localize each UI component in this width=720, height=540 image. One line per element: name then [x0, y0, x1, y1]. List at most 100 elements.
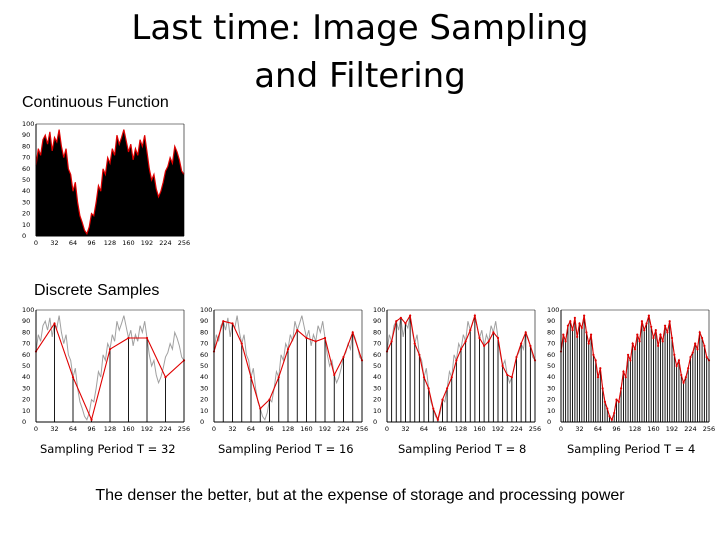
sample-point: [629, 359, 632, 362]
x-tick-label: 256: [178, 425, 190, 433]
sample-point: [589, 333, 593, 336]
sample-point: [696, 348, 699, 351]
sample-point: [455, 359, 458, 362]
y-tick-label: 60: [547, 351, 555, 359]
sample-point: [691, 351, 694, 354]
sample-point: [594, 359, 597, 362]
y-tick-label: 30: [22, 198, 30, 206]
y-tick-label: 60: [200, 351, 208, 359]
sample-point: [585, 331, 588, 334]
x-tick-label: 64: [69, 239, 77, 247]
sample-point: [689, 355, 692, 359]
x-tick-label: 192: [492, 425, 504, 433]
sample-point: [652, 336, 655, 340]
x-tick-label: 0: [34, 425, 38, 433]
sample-point: [323, 336, 327, 340]
sample-point: [661, 340, 664, 343]
sample-point: [603, 400, 607, 403]
x-tick-label: 160: [473, 425, 485, 433]
y-tick-label: 50: [547, 362, 555, 370]
y-tick-label: 10: [22, 221, 30, 229]
sample-point: [636, 333, 639, 336]
sample-point: [613, 411, 616, 415]
y-tick-label: 0: [200, 418, 204, 426]
y-tick-label: 70: [547, 340, 555, 348]
sample-point: [436, 418, 439, 421]
y-tick-label: 20: [547, 396, 555, 404]
sample-point: [680, 373, 683, 377]
sample-point: [638, 340, 641, 343]
sample-point: [626, 353, 630, 356]
y-tick-label: 10: [200, 407, 208, 415]
sample-point: [569, 320, 572, 323]
sample-point: [615, 398, 618, 401]
caption-t4: Sampling Period T = 4: [567, 442, 696, 456]
sample-point: [643, 329, 646, 332]
y-tick-label: 50: [200, 362, 208, 370]
y-tick-label: 30: [373, 384, 381, 392]
sample-point: [427, 387, 430, 390]
sample-point: [268, 398, 271, 401]
sample-point: [673, 353, 676, 356]
sample-point: [164, 376, 167, 379]
sample-point: [573, 316, 576, 319]
sample-point: [650, 325, 653, 328]
y-tick-label: 80: [22, 142, 30, 150]
y-tick-label: 90: [22, 317, 30, 325]
sample-point: [492, 331, 495, 334]
sample-point: [418, 353, 421, 356]
sample-point: [395, 320, 398, 323]
sample-point: [409, 314, 412, 317]
y-tick-label: 20: [22, 210, 30, 218]
sample-point: [587, 342, 590, 345]
sample-point: [404, 322, 407, 325]
sample-point: [694, 342, 697, 345]
sample-point: [617, 400, 620, 403]
sample-point: [464, 340, 467, 343]
y-tick-label: 90: [373, 317, 381, 325]
sample-point: [622, 370, 625, 373]
sample-point: [592, 353, 595, 356]
x-tick-label: 32: [401, 425, 409, 433]
sampling-chart-t4: 0 10 20 30 40 50 60 70 80 90 100 0 32 64 96 128 160 192 22…: [547, 306, 715, 433]
x-tick-label: 160: [122, 239, 134, 247]
sample-point: [390, 340, 393, 343]
sample-point: [441, 398, 444, 401]
sample-point: [698, 331, 701, 334]
sample-point: [432, 407, 435, 410]
x-tick-label: 64: [247, 425, 255, 433]
sample-point: [659, 333, 662, 336]
y-tick-label: 100: [200, 306, 212, 314]
x-tick-label: 128: [629, 425, 641, 433]
y-tick-label: 40: [547, 373, 555, 381]
x-tick-label: 224: [159, 425, 171, 433]
sample-point: [578, 322, 581, 325]
sample-point: [240, 342, 243, 345]
x-tick-label: 128: [104, 425, 116, 433]
y-tick-label: 30: [200, 384, 208, 392]
y-tick-label: 50: [373, 362, 381, 370]
sampling-chart-t16: 0 10 20 30 40 50 60 70 80 90 100 0 32 64 96 128 160 192 22…: [200, 306, 368, 433]
sample-point: [286, 348, 290, 351]
sample-point: [422, 376, 426, 379]
y-tick-label: 70: [200, 340, 208, 348]
sample-point: [631, 342, 634, 345]
y-tick-label: 80: [200, 328, 208, 336]
footer-text: The denser the better, but at the expens…: [95, 487, 625, 504]
sample-point: [668, 320, 671, 323]
sample-point: [687, 367, 690, 370]
y-tick-label: 100: [373, 306, 385, 314]
sample-point: [608, 415, 611, 418]
sample-point: [231, 322, 234, 325]
x-tick-label: 96: [438, 425, 446, 433]
x-tick-label: 160: [122, 425, 134, 433]
sample-point: [501, 364, 504, 368]
y-tick-label: 70: [373, 340, 381, 348]
x-tick-label: 128: [282, 425, 294, 433]
y-tick-label: 60: [22, 351, 30, 359]
sample-point: [684, 376, 687, 379]
y-tick-label: 40: [22, 373, 30, 381]
sample-point: [562, 333, 565, 336]
sample-point: [666, 331, 669, 334]
sample-point: [583, 314, 586, 317]
